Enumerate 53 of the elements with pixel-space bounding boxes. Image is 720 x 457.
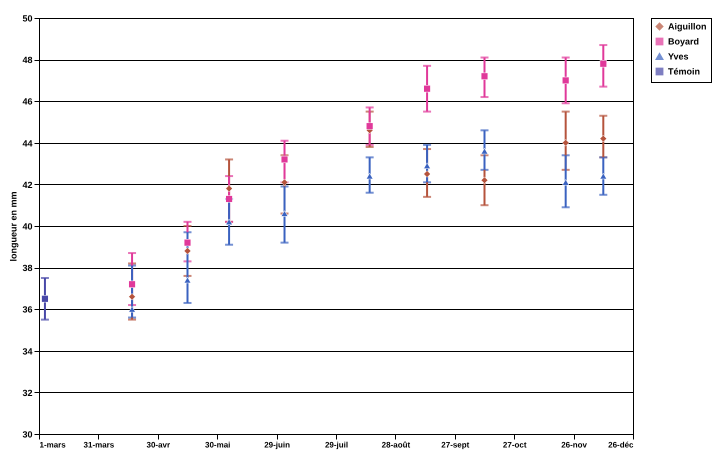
y-tick-label: 32: [22, 388, 32, 398]
point: [41, 295, 49, 302]
point: [184, 276, 192, 284]
point: [562, 76, 570, 84]
y-axis-title: longueur en mm: [8, 191, 18, 262]
point: [225, 184, 233, 192]
y-tick-label: 30: [22, 430, 32, 440]
x-tick-label: 30-avr: [146, 440, 170, 450]
legend-label: Boyard: [668, 36, 700, 46]
y-tick-label: 40: [22, 222, 32, 232]
point: [423, 85, 431, 92]
x-tick-label: 28-août: [382, 440, 410, 450]
point: [280, 178, 288, 186]
point: [128, 306, 136, 312]
point: [600, 172, 607, 180]
point: [128, 280, 136, 288]
legend-label: Aiguillon: [668, 22, 706, 32]
point: [480, 72, 488, 80]
y-tick-label: 50: [22, 14, 32, 24]
y-tick-label: 42: [22, 180, 32, 190]
point: [280, 156, 288, 164]
point: [128, 293, 136, 300]
x-tick-label: 29-juin: [264, 440, 290, 450]
point: [366, 122, 374, 130]
x-tick-label: 26-déc: [608, 440, 634, 450]
x-tick-label: 29-juil: [324, 440, 348, 450]
x-tick-label: 26-nov: [561, 440, 588, 450]
point: [366, 172, 374, 180]
point: [423, 170, 431, 178]
x-tick-label: 30-mai: [205, 440, 230, 450]
point: [280, 210, 288, 217]
y-tick-label: 46: [22, 96, 32, 107]
point: [562, 139, 570, 146]
y-tick-label: 44: [22, 138, 32, 148]
legend-label: Témoin: [668, 66, 700, 76]
x-tick-label: 27-oct: [502, 440, 527, 450]
point: [480, 148, 488, 154]
y-tick-label: 38: [22, 263, 32, 274]
x-tick-label: 27-sept: [441, 440, 470, 450]
point: [225, 195, 233, 203]
y-tick-label: 48: [22, 55, 32, 66]
point: [184, 239, 192, 246]
y-tick-label: 34: [22, 346, 32, 356]
x-tick-label: 31-mars: [84, 440, 115, 450]
y-tick-label: 36: [22, 304, 32, 315]
legend-label: Yves: [668, 52, 689, 62]
point: [600, 135, 607, 142]
x-tick-label: 1-mars: [40, 440, 66, 450]
point: [562, 179, 570, 186]
point: [600, 60, 607, 68]
point: [423, 162, 431, 169]
point: [184, 247, 192, 255]
point: [480, 176, 488, 184]
